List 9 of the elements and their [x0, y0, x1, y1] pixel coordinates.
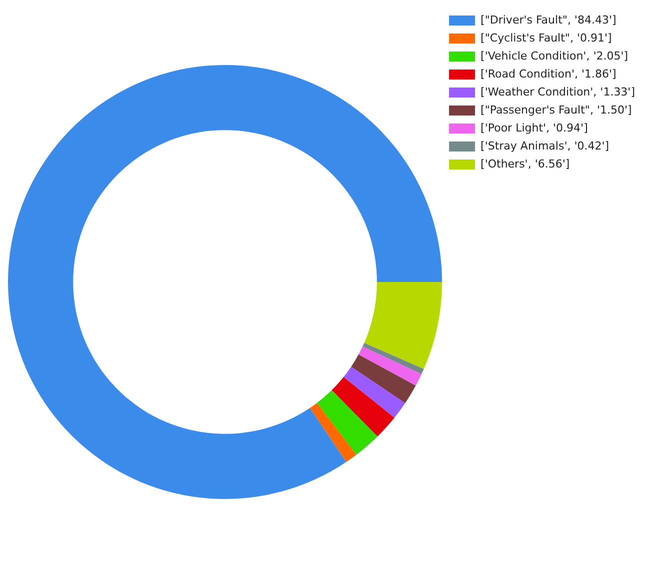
legend-label: ['Road Condition', '1.86']: [480, 67, 616, 80]
legend-label: ['Vehicle Condition', '2.05']: [480, 49, 628, 62]
legend-label: ["Cyclist's Fault", '0.91']: [480, 31, 612, 44]
legend-label: ["Passenger's Fault", '1.50']: [480, 103, 632, 116]
legend-label: ['Stray Animals', '0.42']: [480, 139, 610, 152]
legend-label: ['Weather Condition', '1.33']: [480, 85, 635, 98]
legend-label: ['Poor Light', '0.94']: [480, 121, 588, 134]
legend-label: ["Driver's Fault", '84.43']: [480, 13, 616, 26]
legend-label: ['Others', '6.56']: [480, 157, 570, 170]
